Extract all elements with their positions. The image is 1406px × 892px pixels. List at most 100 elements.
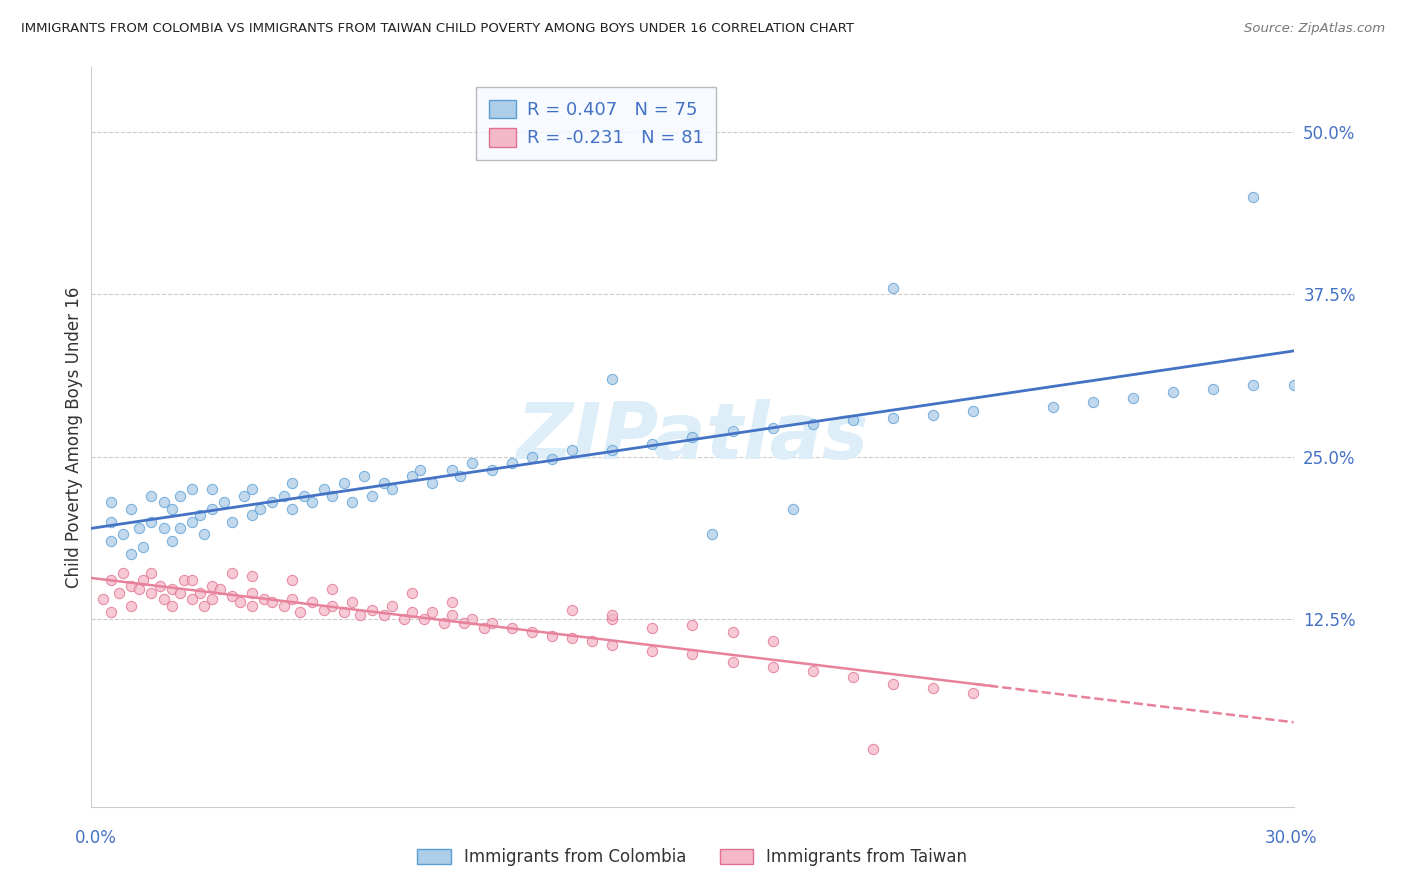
Point	[228, 595, 250, 609]
Point	[413, 612, 436, 626]
Point	[762, 634, 785, 648]
Point	[121, 547, 143, 561]
Point	[281, 573, 304, 587]
Point	[148, 579, 170, 593]
Point	[141, 566, 163, 581]
Point	[240, 599, 263, 613]
Point	[1042, 401, 1064, 415]
Point	[240, 586, 263, 600]
Point	[312, 603, 335, 617]
Point	[1243, 190, 1265, 204]
Point	[501, 621, 523, 635]
Point	[401, 469, 423, 483]
Y-axis label: Child Poverty Among Boys Under 16: Child Poverty Among Boys Under 16	[65, 286, 83, 588]
Point	[188, 508, 211, 522]
Point	[481, 462, 503, 476]
Point	[353, 469, 375, 483]
Point	[541, 452, 564, 467]
Point	[121, 579, 143, 593]
Point	[1243, 378, 1265, 392]
Point	[260, 495, 283, 509]
Point	[433, 615, 456, 630]
Point	[173, 573, 195, 587]
Point	[201, 592, 224, 607]
Point	[169, 489, 191, 503]
Point	[160, 599, 183, 613]
Point	[373, 607, 395, 622]
Point	[782, 501, 804, 516]
Point	[100, 606, 122, 620]
Point	[240, 482, 263, 496]
Point	[288, 606, 311, 620]
Point	[201, 579, 224, 593]
Point	[602, 607, 624, 622]
Point	[321, 489, 343, 503]
Point	[702, 527, 724, 541]
Point	[188, 586, 211, 600]
Point	[561, 603, 583, 617]
Point	[180, 573, 202, 587]
Point	[221, 566, 243, 581]
Point	[360, 603, 382, 617]
Point	[420, 606, 443, 620]
Point	[721, 655, 744, 669]
Point	[841, 670, 863, 684]
Point	[93, 592, 115, 607]
Point	[292, 489, 315, 503]
Point	[922, 408, 945, 422]
Point	[160, 501, 183, 516]
Point	[762, 660, 785, 674]
Point	[208, 582, 231, 596]
Point	[160, 582, 183, 596]
Point	[882, 677, 904, 691]
Point	[1202, 382, 1225, 396]
Point	[762, 421, 785, 435]
Point	[461, 612, 484, 626]
Point	[201, 482, 224, 496]
Point	[141, 515, 163, 529]
Point	[273, 489, 295, 503]
Point	[333, 606, 356, 620]
Point	[128, 521, 150, 535]
Point	[602, 443, 624, 458]
Point	[561, 632, 583, 646]
Point	[541, 629, 564, 643]
Point	[193, 527, 215, 541]
Point	[132, 541, 155, 555]
Point	[221, 589, 243, 603]
Point	[882, 410, 904, 425]
Point	[321, 599, 343, 613]
Point	[141, 586, 163, 600]
Point	[281, 592, 304, 607]
Point	[112, 566, 135, 581]
Point	[472, 621, 495, 635]
Point	[721, 624, 744, 639]
Point	[221, 515, 243, 529]
Point	[1083, 395, 1105, 409]
Point	[922, 681, 945, 695]
Point	[681, 430, 703, 444]
Point	[841, 413, 863, 427]
Point	[349, 607, 371, 622]
Point	[128, 582, 150, 596]
Point	[392, 612, 415, 626]
Point	[281, 501, 304, 516]
Point	[641, 621, 664, 635]
Point	[160, 533, 183, 548]
Point	[301, 495, 323, 509]
Point	[232, 489, 254, 503]
Point	[962, 404, 984, 418]
Point	[180, 482, 202, 496]
Point	[440, 607, 463, 622]
Point	[193, 599, 215, 613]
Point	[360, 489, 382, 503]
Point	[1163, 384, 1185, 399]
Point	[882, 281, 904, 295]
Point	[373, 475, 395, 490]
Point	[602, 371, 624, 385]
Point	[240, 508, 263, 522]
Point	[340, 495, 363, 509]
Point	[801, 664, 824, 678]
Point	[801, 417, 824, 431]
Point	[721, 424, 744, 438]
